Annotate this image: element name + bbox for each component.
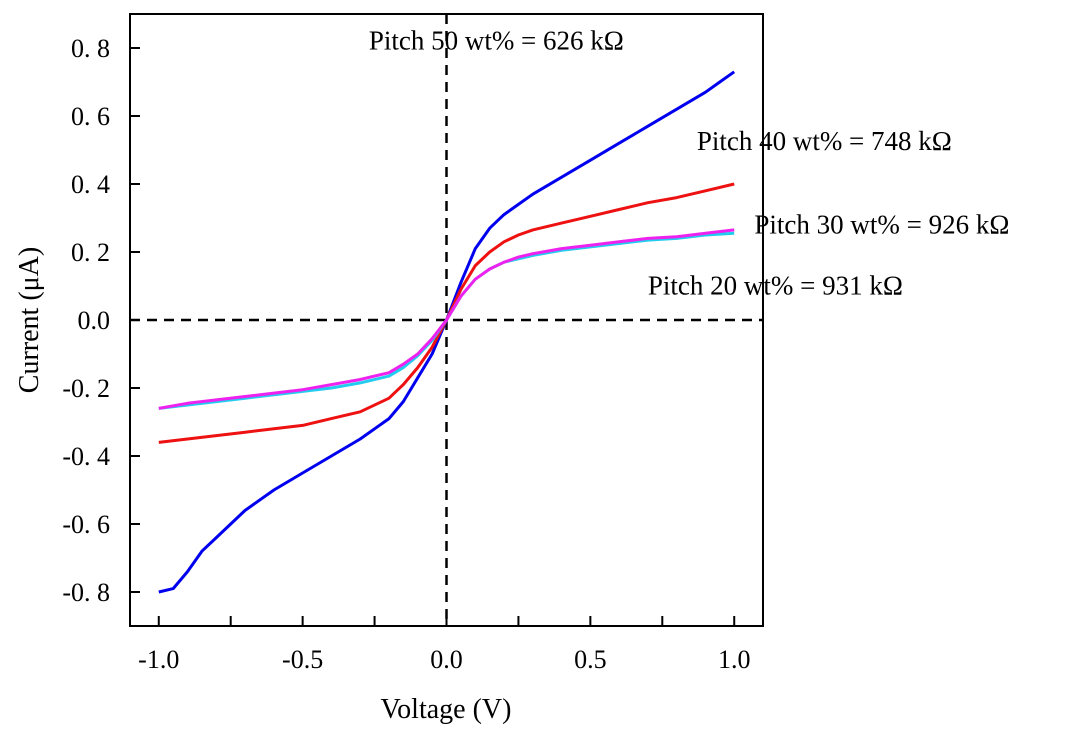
series-line-2 (158, 182, 735, 444)
y-tick-label-3: 0. 4 (71, 170, 110, 199)
y-tick-label-7: -0. 4 (62, 442, 110, 471)
resistance-annotation-3: Pitch 30 wt% = 926 kΩ (754, 209, 1009, 239)
series-line-4 (158, 228, 735, 410)
y-tick-label-9: -0. 8 (62, 578, 110, 607)
resistance-annotation-2: Pitch 40 wt% = 748 kΩ (697, 126, 952, 156)
y-tick-label-2: 0. 6 (71, 102, 110, 131)
x-tick-label-1: -1.0 (138, 645, 179, 674)
x-tick-label-2: -0.5 (282, 645, 323, 674)
resistance-annotation-4: Pitch 20 wt% = 931 kΩ (648, 271, 903, 301)
resistance-annotation-1: Pitch 50 wt% = 626 kΩ (369, 26, 624, 56)
y-tick-label-8: -0. 6 (62, 510, 110, 539)
x-tick-label-4: 0.5 (574, 645, 607, 674)
y-tick-label-5: 0.0 (78, 306, 111, 335)
y-tick-label-1: 0. 8 (71, 34, 110, 63)
x-tick-label-3: 0.0 (430, 645, 463, 674)
annotations-layer: Pitch 50 wt% = 626 kΩ Pitch 40 wt% = 748 … (369, 26, 1010, 301)
x-tick-label-5: 1.0 (718, 645, 751, 674)
ticks-layer: -1.0 -0.5 0.0 0.5 1.0 0. 8 0. 6 0. 4 0. 2 0.0 -0. … (62, 34, 750, 674)
x-axis-label: Voltage (V) (381, 694, 512, 725)
y-axis-label: Current (μA) (14, 247, 45, 393)
series-layer (158, 70, 736, 594)
y-tick-label-6: -0. 2 (62, 374, 110, 403)
y-tick-label-4: 0. 2 (71, 238, 110, 267)
